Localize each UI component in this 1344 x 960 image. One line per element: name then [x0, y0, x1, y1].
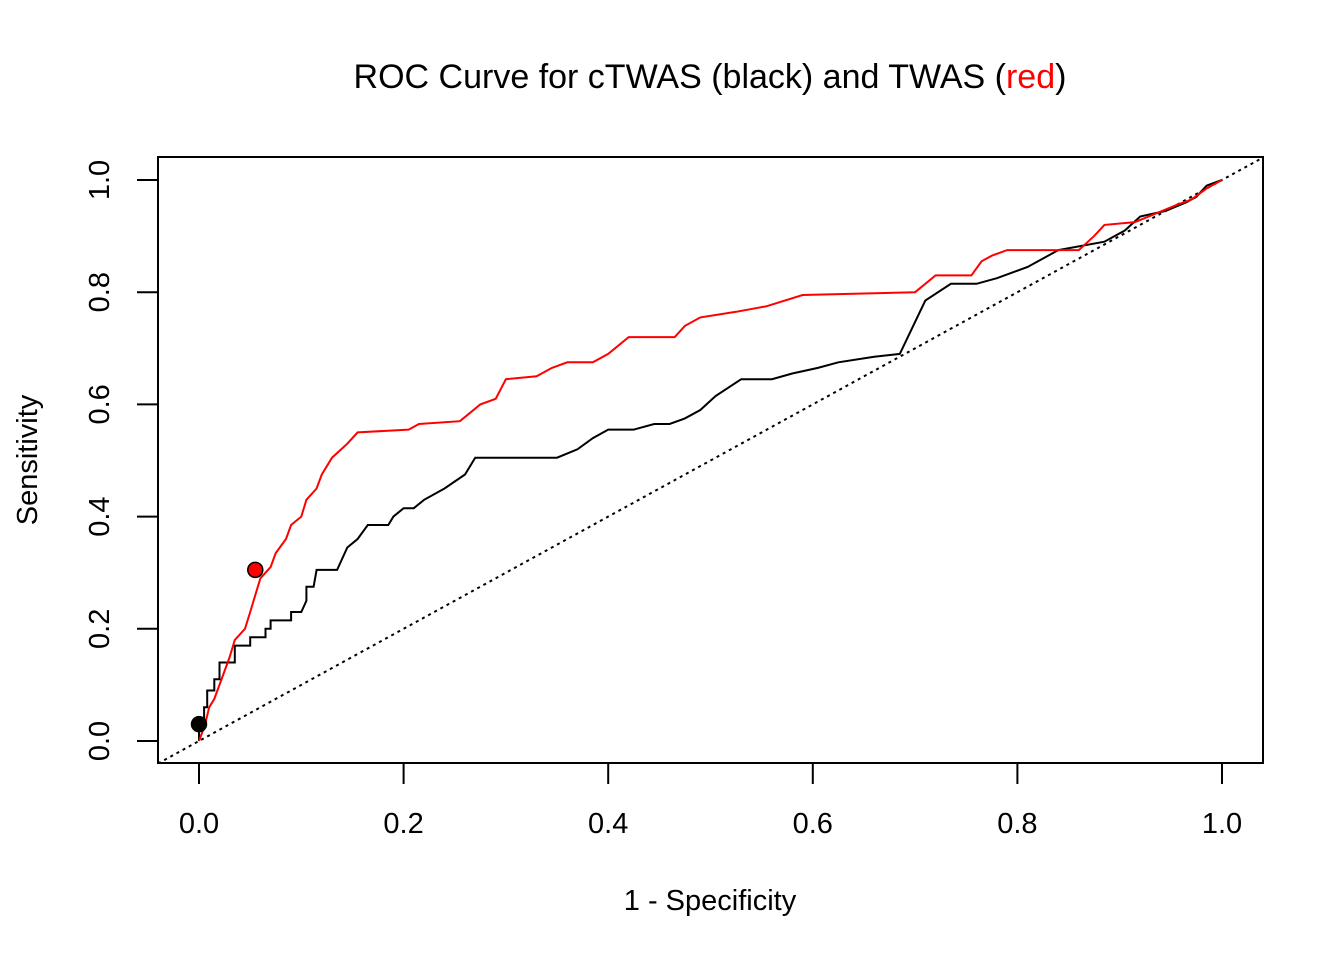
x-tick-label: 0.6 — [793, 808, 833, 840]
chart-title: ROC Curve for cTWAS (black) and TWAS (re… — [354, 58, 1067, 96]
threshold-point-2 — [247, 561, 264, 579]
y-tick-label: 0.2 — [84, 609, 116, 649]
reference-diagonal — [158, 157, 1263, 763]
x-tick-label: 0.4 — [588, 808, 628, 840]
roc-curve-2 — [198, 179, 1223, 742]
y-tick-label: 0.8 — [84, 272, 116, 312]
roc-curve-1 — [198, 179, 1223, 741]
title-highlight: red — [1006, 58, 1055, 96]
x-tick-label: 0.8 — [997, 808, 1037, 840]
y-tick-label: 0.0 — [84, 721, 116, 761]
x-tick-label: 1.0 — [1202, 808, 1242, 840]
y-tick-label: 0.4 — [84, 496, 116, 536]
y-tick-label: 1.0 — [84, 160, 116, 200]
x-tick-label: 0.2 — [383, 808, 423, 840]
y-axis-label: Sensitivity — [12, 394, 44, 525]
x-axis: 0.0 0.2 0.4 0.6 0.8 1.0 — [179, 762, 1242, 840]
points-layer — [190, 561, 264, 733]
title-suffix: ) — [1055, 58, 1066, 96]
y-tick-label: 0.6 — [84, 384, 116, 424]
x-axis-label: 1 - Specificity — [624, 885, 797, 917]
threshold-point-1 — [190, 715, 208, 733]
y-axis: 0.0 0.2 0.4 0.6 0.8 1.0 — [84, 160, 159, 761]
series-layer — [198, 179, 1223, 742]
x-tick-label: 0.0 — [179, 808, 219, 840]
title-prefix: ROC Curve for cTWAS (black) and TWAS ( — [354, 58, 1007, 96]
reference-line-layer — [158, 157, 1263, 763]
